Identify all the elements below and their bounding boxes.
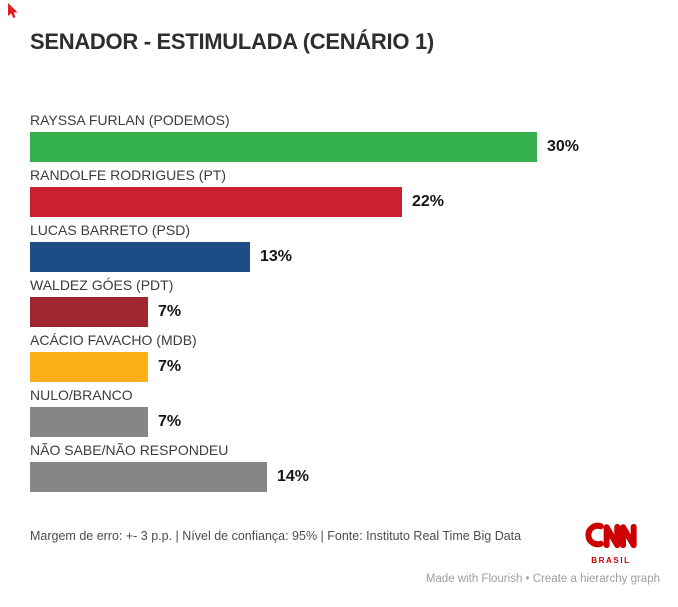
attribution-separator: • xyxy=(525,573,530,585)
value-label: 30% xyxy=(547,138,580,155)
bar-row: RAYSSA FURLAN (PODEMOS) 30% xyxy=(30,112,654,167)
bar xyxy=(30,242,250,272)
bar xyxy=(30,187,402,217)
bar xyxy=(30,407,148,437)
bar-line: 30% xyxy=(30,132,654,162)
bar-line: 14% xyxy=(30,462,654,492)
value-label: 14% xyxy=(277,468,310,485)
mouse-cursor-icon xyxy=(8,3,18,18)
bar-row: RANDOLFE RODRIGUES (PT) 22% xyxy=(30,167,654,222)
bar xyxy=(30,132,537,162)
bar-row: NÃO SABE/NÃO RESPONDEU 14% xyxy=(30,442,654,497)
bar-line: 22% xyxy=(30,187,654,217)
flourish-attribution: Made with Flourish • Create a hierarchy … xyxy=(426,573,660,585)
bar-line: 7% xyxy=(30,297,654,327)
bar-row: ACÁCIO FAVACHO (MDB) 7% xyxy=(30,332,654,387)
bar xyxy=(30,462,267,492)
made-with-flourish-link[interactable]: Made with Flourish xyxy=(425,573,523,585)
candidate-label: RAYSSA FURLAN (PODEMOS) xyxy=(30,112,230,128)
bar xyxy=(30,352,148,382)
create-hierarchy-graph-link[interactable]: Create a hierarchy graph xyxy=(532,573,660,585)
bar-line: 7% xyxy=(30,352,654,382)
value-label: 7% xyxy=(158,413,182,430)
value-label: 22% xyxy=(412,193,445,210)
candidate-label: LUCAS BARRETO (PSD) xyxy=(30,222,190,238)
bar-chart: RAYSSA FURLAN (PODEMOS) 30% RANDOLFE ROD… xyxy=(30,112,654,497)
bar-row: WALDEZ GÓES (PDT) 7% xyxy=(30,277,654,332)
bar-row: LUCAS BARRETO (PSD) 13% xyxy=(30,222,654,277)
candidate-label: ACÁCIO FAVACHO (MDB) xyxy=(30,332,197,348)
candidate-label: WALDEZ GÓES (PDT) xyxy=(30,277,174,293)
cnn-logo-icon xyxy=(585,522,637,549)
value-label: 7% xyxy=(158,303,182,320)
bar-line: 13% xyxy=(30,242,654,272)
cnn-brasil-label: BRASIL xyxy=(591,556,631,565)
candidate-label: NÃO SABE/NÃO RESPONDEU xyxy=(30,442,229,458)
value-label: 7% xyxy=(158,358,182,375)
bar xyxy=(30,297,148,327)
bar-line: 7% xyxy=(30,407,654,437)
candidate-label: NULO/BRANCO xyxy=(30,387,133,403)
cnn-brasil-logo: BRASIL xyxy=(584,520,638,565)
candidate-label: RANDOLFE RODRIGUES (PT) xyxy=(30,167,227,183)
bar-row: NULO/BRANCO 7% xyxy=(30,387,654,442)
chart-title: SENADOR - ESTIMULADA (CENÁRIO 1) xyxy=(30,29,434,54)
methodology-note: Margem de erro: +- 3 p.p. | Nível de con… xyxy=(30,529,522,543)
value-label: 13% xyxy=(260,248,293,265)
